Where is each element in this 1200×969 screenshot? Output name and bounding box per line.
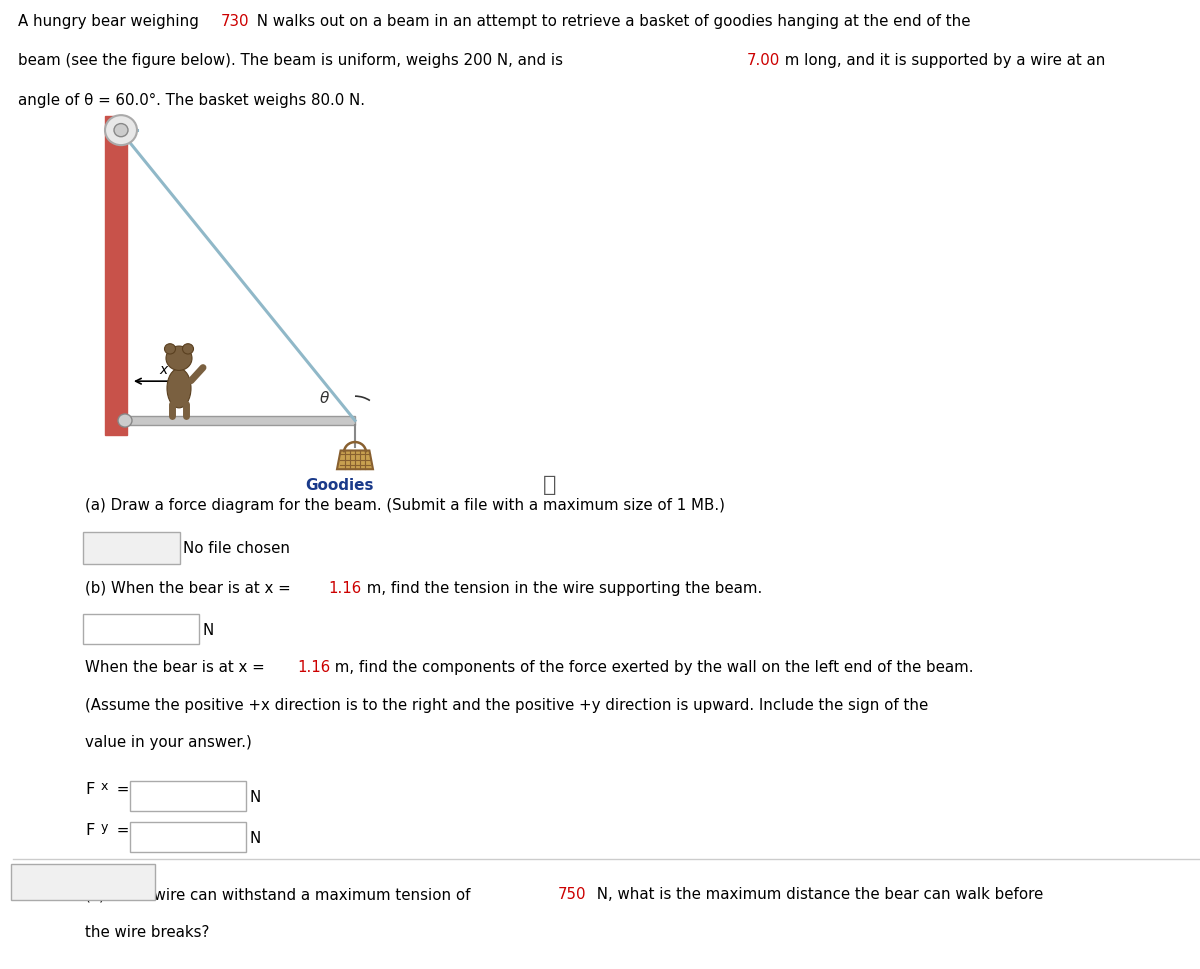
- Text: ⓘ: ⓘ: [544, 475, 557, 494]
- Text: N: N: [202, 622, 214, 638]
- FancyBboxPatch shape: [83, 532, 180, 564]
- Text: m: m: [202, 966, 217, 969]
- Text: x: x: [158, 363, 167, 377]
- FancyBboxPatch shape: [130, 781, 246, 811]
- FancyBboxPatch shape: [11, 863, 155, 900]
- Text: (c) If the wire can withstand a maximum tension of: (c) If the wire can withstand a maximum …: [85, 886, 475, 901]
- Text: θ: θ: [320, 391, 329, 405]
- Text: No file chosen: No file chosen: [182, 541, 290, 556]
- Text: F: F: [85, 781, 95, 797]
- Text: F: F: [85, 823, 95, 837]
- Text: m, find the components of the force exerted by the wall on the left end of the b: m, find the components of the force exer…: [330, 660, 973, 674]
- Text: When the bear is at x =: When the bear is at x =: [85, 660, 270, 674]
- Text: (Assume the positive +x direction is to the right and the positive +y direction : (Assume the positive +x direction is to …: [85, 697, 929, 712]
- Text: N: N: [250, 789, 260, 804]
- Text: N walks out on a beam in an attempt to retrieve a basket of goodies hanging at t: N walks out on a beam in an attempt to r…: [252, 14, 971, 29]
- Text: Choose File: Choose File: [88, 541, 173, 556]
- Text: =: =: [112, 781, 130, 797]
- Circle shape: [118, 415, 132, 427]
- Text: value in your answer.): value in your answer.): [85, 735, 252, 750]
- Circle shape: [166, 347, 192, 371]
- Circle shape: [106, 116, 137, 146]
- Text: =: =: [112, 823, 130, 837]
- Circle shape: [114, 124, 128, 138]
- Text: A hungry bear weighing: A hungry bear weighing: [18, 14, 204, 29]
- FancyBboxPatch shape: [130, 823, 246, 853]
- Text: N, what is the maximum distance the bear can walk before: N, what is the maximum distance the bear…: [592, 886, 1043, 901]
- Bar: [106, 117, 127, 435]
- Text: Goodies: Goodies: [305, 477, 373, 492]
- Text: 7.00: 7.00: [746, 53, 780, 69]
- Text: angle of θ = 60.0°. The basket weighs 80.0 N.: angle of θ = 60.0°. The basket weighs 80…: [18, 93, 365, 108]
- Circle shape: [164, 344, 175, 355]
- Text: beam (see the figure below). The beam is uniform, weighs 200 N, and is: beam (see the figure below). The beam is…: [18, 53, 568, 69]
- Text: (b) When the bear is at x =: (b) When the bear is at x =: [85, 580, 295, 595]
- Text: y: y: [101, 821, 108, 833]
- Bar: [122, 417, 355, 425]
- Text: m, find the tension in the wire supporting the beam.: m, find the tension in the wire supporti…: [362, 580, 763, 595]
- Circle shape: [182, 344, 193, 355]
- Text: m long, and it is supported by a wire at an: m long, and it is supported by a wire at…: [780, 53, 1105, 69]
- Text: x: x: [101, 779, 108, 793]
- Text: 1.16: 1.16: [328, 580, 361, 595]
- Text: 750: 750: [558, 886, 587, 901]
- Text: Submit Answer: Submit Answer: [26, 874, 140, 890]
- Text: 1.16: 1.16: [298, 660, 330, 674]
- Text: the wire breaks?: the wire breaks?: [85, 923, 209, 939]
- Polygon shape: [337, 451, 373, 470]
- FancyBboxPatch shape: [83, 614, 199, 644]
- Text: N: N: [250, 830, 260, 845]
- Text: (a) Draw a force diagram for the beam. (Submit a file with a maximum size of 1 M: (a) Draw a force diagram for the beam. (…: [85, 498, 725, 513]
- FancyBboxPatch shape: [83, 958, 199, 969]
- Text: 730: 730: [221, 14, 250, 29]
- Ellipse shape: [167, 369, 191, 409]
